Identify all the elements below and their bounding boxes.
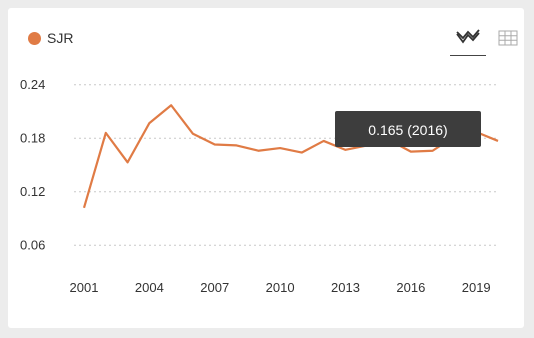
table-grid-icon [498, 30, 518, 46]
data-point[interactable] [495, 138, 501, 144]
x-tick-label: 2016 [396, 280, 425, 295]
chart-line-icon [456, 29, 480, 44]
x-tick-label: 2007 [200, 280, 229, 295]
x-tick-label: 2004 [135, 280, 164, 295]
x-axis-ticks: 2001 2004 2007 2010 2013 2016 2019 [70, 280, 491, 295]
data-point[interactable] [321, 138, 327, 144]
data-point[interactable] [146, 120, 152, 126]
grid-lines [74, 84, 496, 246]
y-axis-ticks: 0.24 0.18 0.12 0.06 [20, 77, 45, 253]
y-tick-label: 0.12 [20, 184, 45, 199]
sjr-series-line [82, 104, 499, 209]
data-point[interactable] [430, 148, 436, 154]
chart-card: SJR 0.24 0.18 0.12 0.06 2001 2004 2007 2010 201… [8, 8, 524, 328]
x-tick-label: 2001 [70, 280, 99, 295]
view-toolbar [448, 20, 528, 56]
legend-label: SJR [47, 30, 74, 46]
data-point[interactable] [81, 205, 87, 211]
line-chart: 0.24 0.18 0.12 0.06 2001 2004 2007 2010 2013 201… [20, 77, 501, 295]
tooltip: 0.165 (2016) [335, 111, 481, 147]
y-tick-label: 0.24 [20, 77, 45, 92]
legend-swatch [28, 31, 41, 45]
series-layer [81, 102, 501, 211]
data-point[interactable] [125, 159, 131, 165]
data-point[interactable] [168, 102, 174, 108]
y-tick-label: 0.06 [20, 237, 45, 252]
data-point[interactable] [277, 145, 283, 151]
data-point[interactable] [190, 131, 196, 137]
x-tick-label: 2013 [331, 280, 360, 295]
tooltip-box [335, 111, 481, 147]
table-view-button[interactable] [488, 20, 528, 56]
x-tick-label: 2010 [266, 280, 295, 295]
data-point[interactable] [342, 147, 348, 153]
data-point[interactable] [299, 150, 305, 156]
y-tick-label: 0.18 [20, 130, 45, 145]
x-tick-label: 2019 [462, 280, 491, 295]
line-view-button[interactable] [448, 20, 488, 56]
data-point[interactable] [408, 149, 414, 155]
data-point[interactable] [212, 141, 218, 147]
data-point[interactable] [234, 142, 240, 148]
data-point[interactable] [255, 148, 261, 154]
data-point[interactable] [103, 130, 109, 136]
legend[interactable]: SJR [28, 30, 73, 46]
tooltip-text: 0.165 (2016) [368, 122, 447, 138]
